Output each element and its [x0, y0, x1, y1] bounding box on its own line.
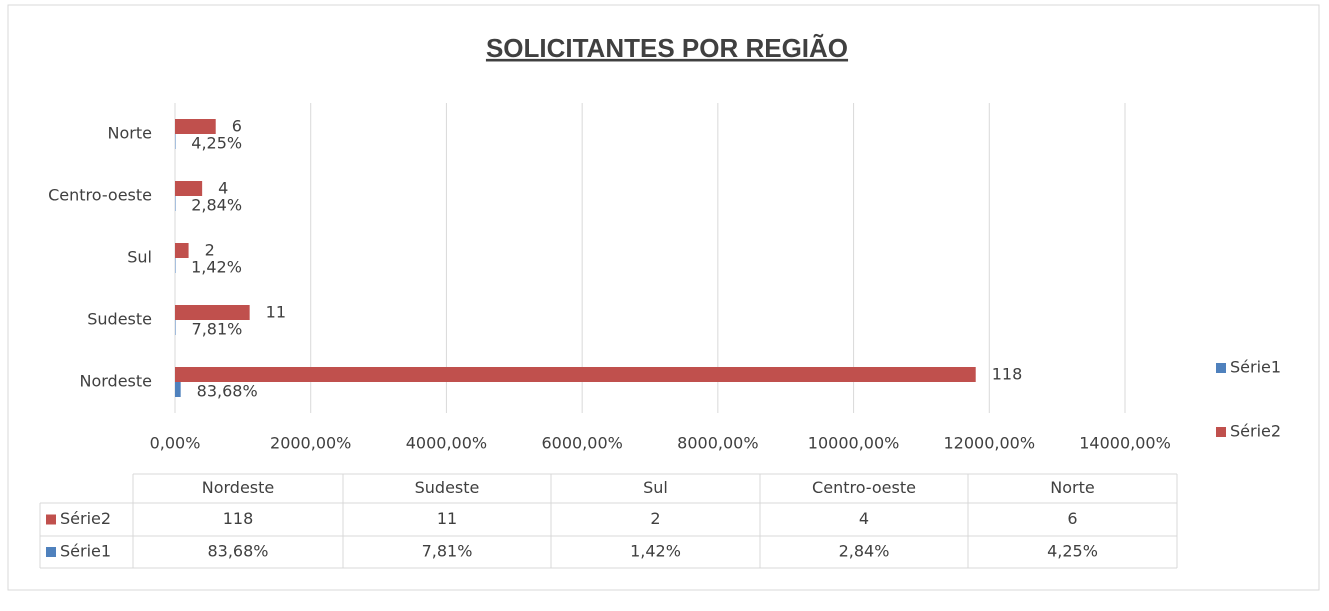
legend-label: Série2 [1230, 422, 1281, 441]
data-label: 118 [992, 365, 1023, 384]
bar [175, 181, 203, 196]
legend-swatch [46, 514, 56, 525]
table-cell: 2,84% [839, 542, 890, 561]
y-tick-label: Norte [108, 124, 152, 143]
table-header: Sudeste [415, 478, 480, 497]
legend-swatch [1216, 363, 1226, 373]
x-tick-label: 2000,00% [270, 434, 351, 453]
x-tick-label: 4000,00% [406, 434, 487, 453]
bar [175, 258, 176, 273]
table-header: Centro-oeste [812, 478, 916, 497]
table-cell: 11 [437, 509, 457, 528]
table-cell: 83,68% [207, 542, 268, 561]
table-cell: 7,81% [422, 542, 473, 561]
legend-swatch [1216, 427, 1226, 437]
data-label: 4,25% [191, 134, 242, 153]
data-label: 11 [266, 303, 286, 322]
table-header: Sul [643, 478, 668, 497]
table-row-label: Série2 [60, 509, 111, 528]
table-cell: 4 [859, 509, 869, 528]
data-label: 1,42% [191, 258, 242, 277]
x-tick-label: 14000,00% [1079, 434, 1171, 453]
table-header: Nordeste [202, 478, 275, 497]
bar [175, 134, 176, 149]
legend-swatch [46, 547, 56, 557]
table-row-label: Série1 [60, 542, 111, 561]
data-label: 7,81% [192, 320, 243, 339]
y-tick-label: Centro-oeste [48, 186, 152, 205]
bar [175, 382, 181, 397]
y-tick-label: Nordeste [79, 372, 152, 391]
x-tick-label: 6000,00% [541, 434, 622, 453]
table-cell: 6 [1067, 509, 1077, 528]
data-label: 6 [232, 117, 242, 136]
chart-title: SOLICITANTES POR REGIÃO [486, 33, 848, 63]
data-label: 2 [205, 241, 215, 260]
x-tick-label: 10000,00% [808, 434, 900, 453]
bar [175, 243, 189, 258]
bar [175, 305, 250, 320]
data-label: 83,68% [197, 382, 258, 401]
table-cell: 118 [223, 509, 254, 528]
bar [175, 196, 176, 211]
x-tick-label: 12000,00% [944, 434, 1036, 453]
data-label: 4 [218, 179, 228, 198]
bar [175, 320, 176, 335]
y-tick-label: Sudeste [87, 310, 152, 329]
x-tick-label: 8000,00% [677, 434, 758, 453]
y-tick-label: Sul [127, 248, 152, 267]
data-label: 2,84% [191, 196, 242, 215]
table-cell: 1,42% [630, 542, 681, 561]
x-tick-label: 0,00% [150, 434, 201, 453]
bar [175, 119, 216, 134]
bar [175, 367, 976, 382]
chart-border [7, 4, 1320, 591]
legend-label: Série1 [1230, 358, 1281, 377]
table-header: Norte [1050, 478, 1094, 497]
table-cell: 4,25% [1047, 542, 1098, 561]
table-cell: 2 [650, 509, 660, 528]
